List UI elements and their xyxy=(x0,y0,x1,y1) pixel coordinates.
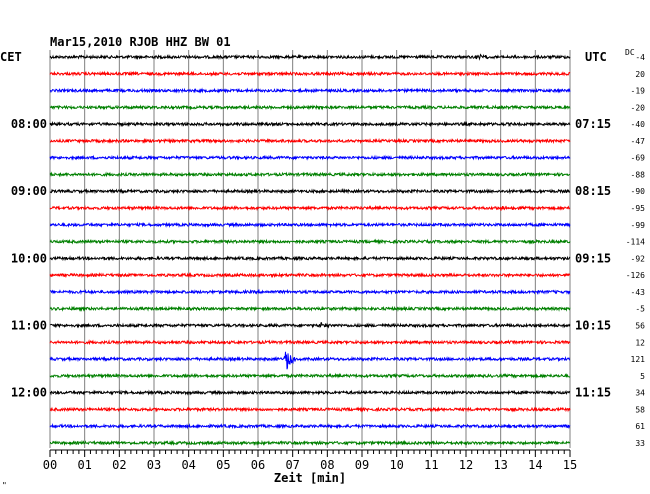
trace-line xyxy=(49,70,571,77)
dc-offset-value: -114 xyxy=(626,238,645,247)
trace-line xyxy=(49,154,571,161)
dc-offset-value: 56 xyxy=(635,321,645,330)
x-tick-label: 04 xyxy=(181,458,195,472)
dc-offset-value: -92 xyxy=(631,254,646,263)
dc-offset-value: -95 xyxy=(631,204,646,213)
x-tick-label: 01 xyxy=(77,458,91,472)
dc-offset-value: -47 xyxy=(631,137,646,146)
dc-offset-value: -40 xyxy=(631,120,646,129)
utc-axis-label: UTC xyxy=(585,50,607,64)
dc-offset-value: 34 xyxy=(635,389,645,398)
cet-hour-labels: 08:00 09:00 10:00 11:00 12:00 xyxy=(11,117,47,399)
utc-hour-label: 08:15 xyxy=(575,184,611,198)
x-axis: 00 01 02 03 04 05 06 07 08 09 10 11 12 13 14 15 xyxy=(43,449,577,472)
x-tick-label: 02 xyxy=(112,458,126,472)
utc-hour-label: 11:15 xyxy=(575,386,611,400)
dc-offset-value: -88 xyxy=(631,170,646,179)
cet-hour-label: 10:00 xyxy=(11,251,47,265)
utc-hour-label: 10:15 xyxy=(575,318,611,332)
trace-line xyxy=(49,322,571,329)
x-axis-label: Zeit [min] xyxy=(274,471,346,485)
dc-offset-value: -69 xyxy=(631,154,646,163)
trace-line xyxy=(49,339,571,346)
trace-line xyxy=(49,137,571,145)
trace-line xyxy=(49,255,571,262)
x-tick-label: 05 xyxy=(216,458,230,472)
dc-offset-value: 20 xyxy=(635,70,645,79)
dc-offset-value: -43 xyxy=(631,288,646,297)
cet-hour-label: 12:00 xyxy=(11,386,47,400)
dc-offset-value: 33 xyxy=(635,439,645,448)
x-tick-label: 10 xyxy=(389,458,403,472)
trace-line xyxy=(49,351,571,370)
dc-offset-value: 61 xyxy=(635,422,645,431)
trace-line xyxy=(49,171,571,178)
trace-line xyxy=(49,372,571,380)
x-tick-label: 11 xyxy=(424,458,438,472)
dc-offset-value: -20 xyxy=(631,103,646,112)
x-tick-label: 03 xyxy=(147,458,161,472)
footer-mark: " xyxy=(2,481,7,490)
x-tick-label: 00 xyxy=(43,458,57,472)
trace-line xyxy=(49,221,571,228)
dc-offset-value: -19 xyxy=(631,87,646,96)
dc-label: DC xyxy=(625,48,635,57)
cet-hour-label: 09:00 xyxy=(11,184,47,198)
utc-hour-label: 09:15 xyxy=(575,251,611,265)
dc-offset-value: 12 xyxy=(635,338,645,347)
x-tick-label: 09 xyxy=(355,458,369,472)
trace-line xyxy=(49,271,571,279)
trace-line xyxy=(49,439,571,447)
utc-hour-label: 07:15 xyxy=(575,117,611,131)
trace-line xyxy=(49,53,571,61)
cet-axis-label: CET xyxy=(0,50,22,64)
x-tick-label: 12 xyxy=(459,458,473,472)
trace-line xyxy=(49,389,571,396)
dc-offset-value: -90 xyxy=(631,187,646,196)
dc-offset-value: 5 xyxy=(640,372,645,381)
trace-line xyxy=(49,305,571,312)
dc-offset-value: -126 xyxy=(626,271,645,280)
trace-line xyxy=(49,87,571,94)
trace-line xyxy=(49,104,571,111)
trace-line xyxy=(49,422,571,430)
trace-group xyxy=(49,53,571,447)
dc-offset-value: 58 xyxy=(635,405,645,414)
trace-line xyxy=(49,288,571,296)
x-tick-label: 06 xyxy=(251,458,265,472)
trace-line xyxy=(49,120,571,128)
x-tick-label: 07 xyxy=(285,458,299,472)
trace-line xyxy=(49,204,571,212)
chart-title: Mar15,2010 RJOB HHZ BW 01 xyxy=(50,35,231,49)
trace-line xyxy=(49,406,571,413)
dc-offset-value: 121 xyxy=(631,355,646,364)
x-tick-label: 08 xyxy=(320,458,334,472)
x-tick-label: 13 xyxy=(493,458,507,472)
trace-line xyxy=(49,187,571,195)
trace-line xyxy=(49,238,571,245)
cet-hour-label: 11:00 xyxy=(11,318,47,332)
cet-hour-label: 08:00 xyxy=(11,117,47,131)
x-tick-label: 14 xyxy=(528,458,542,472)
utc-hour-labels: 07:15 08:15 09:15 10:15 11:15 xyxy=(575,117,611,399)
dc-offset-value: -4 xyxy=(635,53,645,62)
dc-offset-value: -5 xyxy=(635,305,645,314)
dc-offset-labels: -4 20 -19 -20 -40 -47 -69 -88 -90 -95 -99 -114 -92 -1… xyxy=(626,53,645,448)
grid-lines xyxy=(49,50,571,448)
x-tick-label: 15 xyxy=(563,458,577,472)
dc-offset-value: -99 xyxy=(631,221,646,230)
